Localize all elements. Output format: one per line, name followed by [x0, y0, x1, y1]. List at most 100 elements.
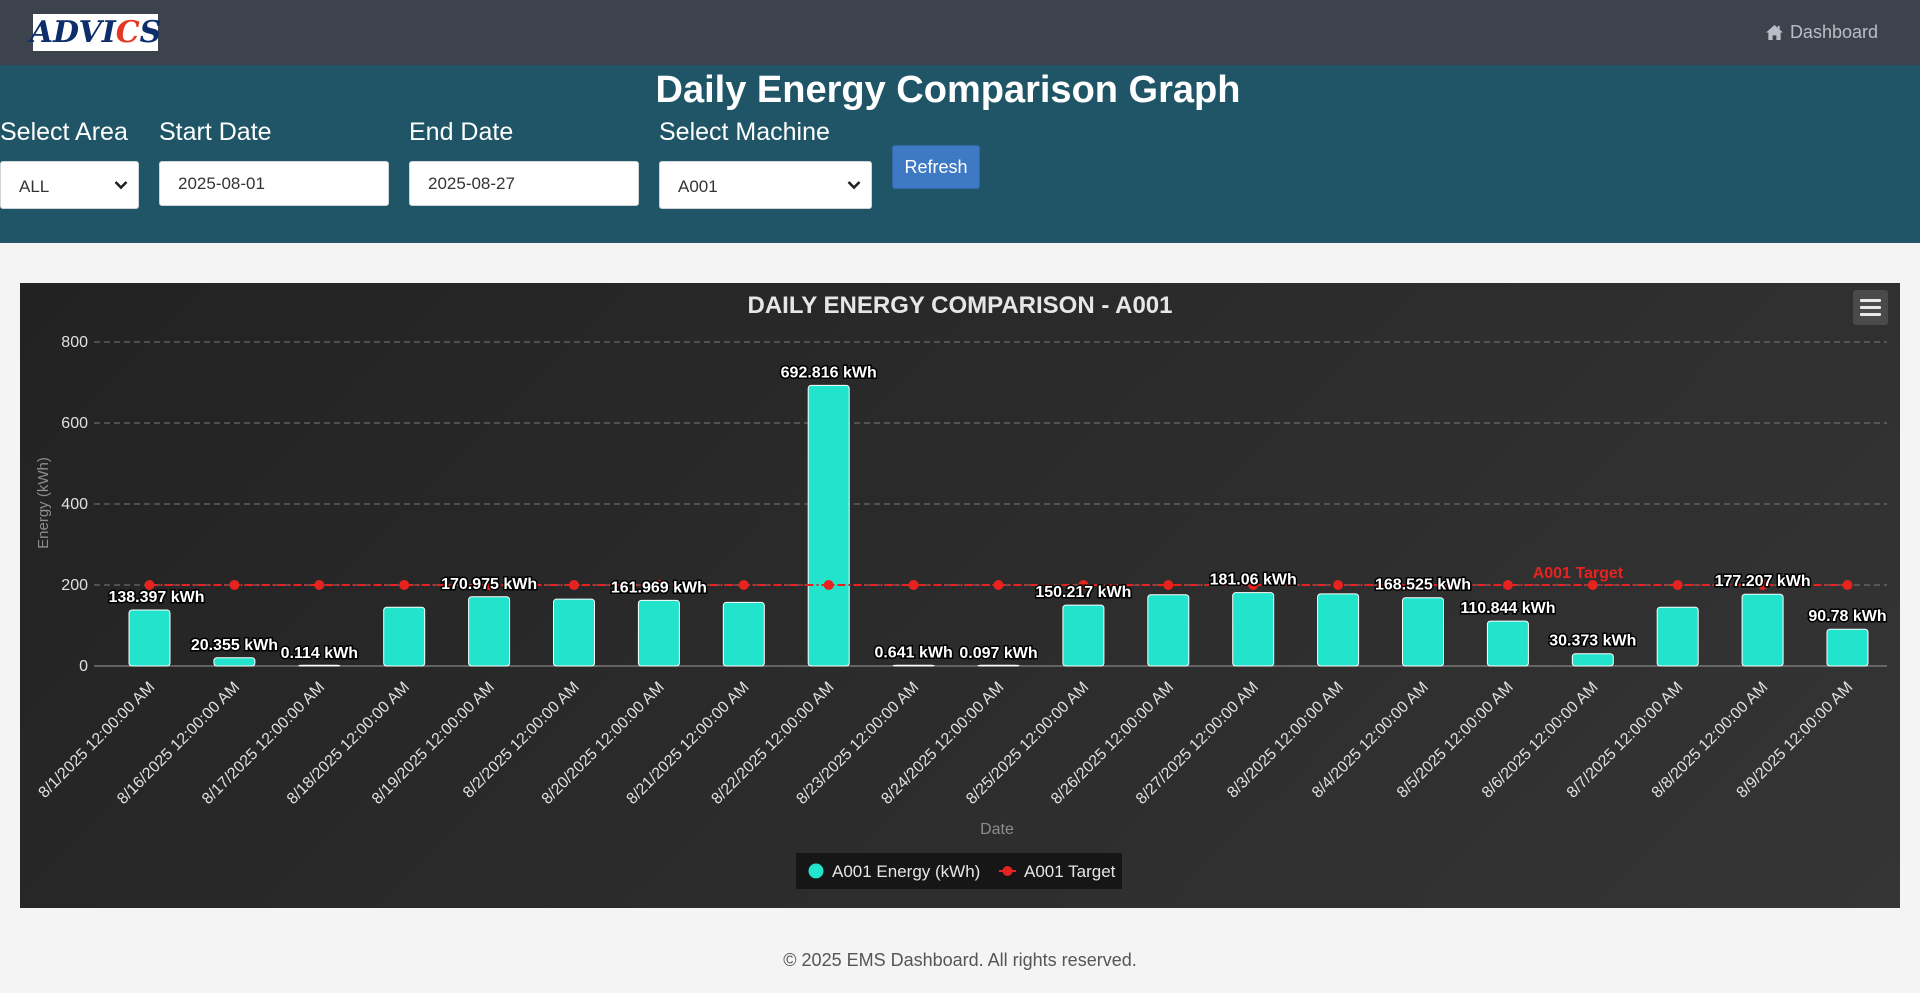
energy-bar[interactable]	[1741, 593, 1784, 667]
energy-bar[interactable]	[807, 384, 850, 667]
bar-data-label: 0.641 kWh	[874, 645, 952, 662]
target-annotation: A001 Target	[1533, 565, 1624, 582]
bar-data-label: 161.969 kWh	[611, 579, 707, 596]
legend-item-target[interactable]: A001 Target	[999, 862, 1116, 881]
home-icon	[1765, 24, 1783, 41]
machine-select-value: A001	[678, 177, 718, 196]
target-point[interactable]	[1587, 580, 1598, 590]
target-point[interactable]	[484, 580, 495, 590]
target-point[interactable]	[314, 580, 325, 590]
chart-menu-button[interactable]	[1853, 290, 1888, 325]
page-title: Daily Energy Comparison Graph	[655, 69, 1241, 111]
energy-bar[interactable]	[1062, 604, 1105, 667]
x-axis-label: Date	[980, 821, 1014, 838]
target-point[interactable]	[1163, 580, 1174, 590]
chevron-down-icon	[847, 181, 861, 190]
target-point[interactable]	[1248, 580, 1259, 590]
target-point[interactable]	[144, 580, 155, 590]
energy-bar[interactable]	[128, 609, 171, 667]
energy-bar[interactable]	[1147, 594, 1190, 667]
bar-data-label: 0.114 kWh	[281, 645, 358, 662]
area-select-value: ALL	[19, 177, 50, 196]
energy-bar[interactable]	[1656, 606, 1699, 667]
y-tick-label: 600	[61, 415, 88, 432]
energy-bar[interactable]	[1826, 628, 1869, 667]
bar-data-label: 181.06 kWh	[1210, 572, 1297, 589]
energy-bar[interactable]	[977, 664, 1020, 667]
legend-item-energy[interactable]: A001 Energy (kWh)	[808, 862, 981, 881]
target-point[interactable]	[908, 580, 919, 590]
bar-data-label: 138.397 kWh	[108, 589, 204, 606]
target-point[interactable]	[993, 580, 1004, 590]
target-point[interactable]	[823, 580, 834, 590]
y-tick-label: 800	[61, 334, 88, 351]
start-date-value: 2025-08-01	[178, 173, 265, 193]
top-navbar: ADVICS Dashboard	[0, 0, 1920, 65]
bar-data-label: 0.097 kWh	[959, 645, 1037, 662]
end-date-input[interactable]: 2025-08-27	[409, 161, 639, 206]
legend-energy-label: A001 Energy (kWh)	[832, 862, 980, 881]
hamburger-icon-bar	[1860, 306, 1881, 309]
machine-select[interactable]: A001	[659, 161, 872, 209]
end-date-label: End Date	[409, 118, 514, 146]
energy-bar[interactable]	[892, 664, 935, 667]
energy-bar[interactable]	[213, 657, 256, 667]
energy-bar[interactable]	[1402, 597, 1444, 667]
chevron-down-icon	[114, 181, 128, 190]
energy-bar[interactable]	[722, 601, 765, 667]
energy-bar[interactable]	[468, 596, 511, 667]
machine-label: Select Machine	[659, 118, 830, 146]
target-point[interactable]	[1418, 580, 1428, 590]
end-date-value: 2025-08-27	[428, 173, 515, 193]
chart-title: DAILY ENERGY COMPARISON - A001	[748, 292, 1173, 319]
dashboard-link[interactable]: Dashboard	[1765, 22, 1878, 43]
bar-data-label: 30.373 kWh	[1549, 633, 1636, 650]
chart-panel	[20, 283, 1900, 908]
target-point[interactable]	[1078, 580, 1089, 590]
energy-bar[interactable]	[637, 599, 680, 667]
legend-target-marker	[1002, 866, 1013, 876]
energy-bar[interactable]	[553, 598, 595, 667]
hamburger-icon-bar	[1860, 313, 1881, 316]
bar-data-label: 20.355 kWh	[191, 637, 278, 654]
bar-data-label: 110.844 kWh	[1460, 600, 1555, 617]
target-point[interactable]	[738, 580, 749, 590]
target-point[interactable]	[1502, 580, 1513, 590]
bar-data-label: 168.525 kWh	[1375, 577, 1471, 594]
start-date-label: Start Date	[159, 118, 272, 146]
target-point[interactable]	[1672, 580, 1683, 590]
bar-data-label: 692.816 kWh	[781, 364, 877, 381]
area-select[interactable]: ALL	[0, 161, 139, 209]
energy-bar[interactable]	[1486, 620, 1529, 667]
dashboard-link-label: Dashboard	[1789, 22, 1878, 42]
energy-bar[interactable]	[1232, 592, 1275, 667]
legend-box	[796, 853, 1122, 889]
energy-bar[interactable]	[298, 664, 341, 667]
energy-bar[interactable]	[1317, 593, 1360, 667]
advics-logo[interactable]: ADVICS	[30, 14, 161, 51]
refresh-button[interactable]: Refresh	[892, 145, 980, 189]
target-point[interactable]	[229, 580, 240, 590]
filter-bar: Daily Energy Comparison Graph Select Are…	[0, 65, 1920, 243]
target-point[interactable]	[653, 580, 664, 590]
bar-data-label: 177.207 kWh	[1715, 573, 1811, 590]
legend-target-label: A001 Target	[1024, 862, 1116, 881]
energy-bar[interactable]	[383, 606, 426, 667]
target-point[interactable]	[569, 580, 579, 590]
y-tick-label: 0	[79, 658, 88, 675]
legend-energy-marker	[808, 863, 824, 879]
target-point[interactable]	[1333, 580, 1344, 590]
y-tick-label: 400	[61, 496, 88, 513]
target-point[interactable]	[1842, 580, 1853, 590]
logo-text: ADVICS	[29, 14, 162, 50]
target-point[interactable]	[1757, 580, 1768, 590]
start-date-input[interactable]: 2025-08-01	[159, 161, 389, 206]
energy-bar[interactable]	[1571, 653, 1614, 667]
area-label: Select Area	[0, 118, 128, 146]
footer-copyright: © 2025 EMS Dashboard. All rights reserve…	[783, 950, 1137, 970]
y-axis-label: Energy (kWh)	[35, 457, 52, 549]
target-point[interactable]	[399, 580, 410, 590]
y-tick-label: 200	[61, 577, 88, 594]
hamburger-icon-bar	[1860, 299, 1881, 302]
bar-data-label: 170.975 kWh	[441, 576, 537, 593]
